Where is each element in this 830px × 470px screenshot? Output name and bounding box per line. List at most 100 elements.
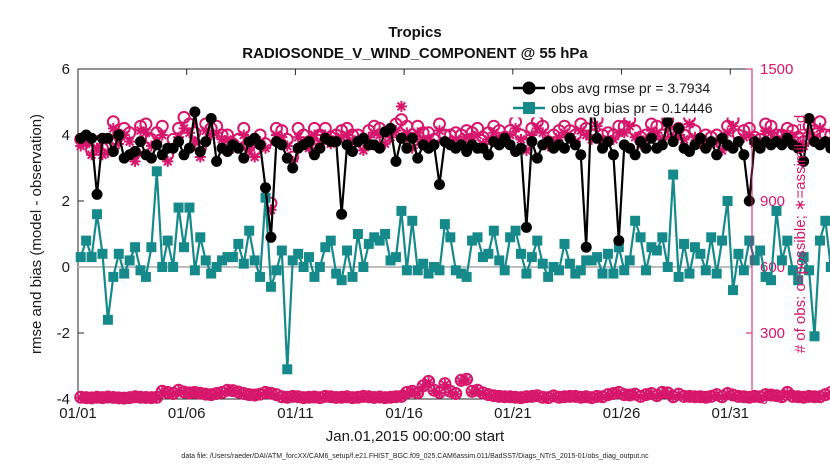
bias-point xyxy=(787,265,798,276)
rmse-point xyxy=(743,195,755,207)
bias-point xyxy=(130,242,141,253)
rmse-point xyxy=(412,152,424,164)
assimilated-count-point xyxy=(537,127,549,139)
legend-box xyxy=(506,74,746,118)
rmse-point xyxy=(91,188,103,200)
bias-point xyxy=(809,331,820,342)
assimilated-count-point xyxy=(423,377,435,388)
x-tick-label: 01/06 xyxy=(168,405,206,422)
y2-tick-label: 300 xyxy=(760,325,785,342)
bias-point xyxy=(352,229,363,239)
bias-point xyxy=(178,242,189,253)
assimilated-count-point xyxy=(450,388,462,400)
rmse-point xyxy=(803,113,815,124)
bias-point xyxy=(325,235,336,246)
bias-point xyxy=(380,229,391,239)
bias-point xyxy=(255,271,266,282)
assimilated-count-point xyxy=(683,118,695,130)
rmse-point xyxy=(183,142,195,154)
bias-point xyxy=(314,262,325,272)
bias-point xyxy=(162,235,173,246)
bias-point xyxy=(760,271,771,282)
assimilated-count-point xyxy=(814,122,826,134)
bias-point xyxy=(651,245,662,256)
bias-point xyxy=(233,238,244,249)
x-axis-label: Jan.01,2015 00:00:00 start xyxy=(326,428,505,445)
bias-point xyxy=(217,255,228,266)
rmse-point xyxy=(515,142,527,154)
bias-point xyxy=(358,262,369,272)
assimilated-count-point xyxy=(515,133,527,145)
assimilated-count-point xyxy=(124,136,136,148)
bias-point xyxy=(97,248,108,259)
rmse-point xyxy=(482,149,494,161)
x-tick-label: 01/26 xyxy=(603,405,641,422)
bias-point xyxy=(472,232,483,243)
rmse-point xyxy=(558,142,570,154)
bias-point xyxy=(282,364,293,375)
assimilated-count-point xyxy=(825,387,830,399)
y-tick-label: -2 xyxy=(57,325,70,342)
bias-point xyxy=(521,268,532,279)
bias-point xyxy=(700,265,711,276)
bias-point xyxy=(168,262,179,272)
bias-point xyxy=(684,268,695,279)
rmse-point xyxy=(265,231,277,243)
rmse-point xyxy=(792,142,804,154)
bias-point xyxy=(374,235,385,246)
x-tick-label: 01/11 xyxy=(277,405,313,422)
bias-point xyxy=(564,258,575,269)
rmse-point xyxy=(531,152,543,164)
rmse-point xyxy=(428,139,440,151)
bias-point xyxy=(608,268,619,279)
bias-point xyxy=(570,268,581,279)
bias-point xyxy=(146,242,157,253)
rmse-point xyxy=(580,241,592,253)
bias-point xyxy=(293,248,304,259)
assimilated-count-point xyxy=(156,129,168,141)
bias-point xyxy=(206,268,217,279)
assimilated-count-point xyxy=(618,127,630,139)
rmse-point xyxy=(406,132,418,144)
rmse-point xyxy=(526,136,538,148)
rmse-point xyxy=(129,146,141,157)
bias-point xyxy=(347,271,358,282)
rmse-point xyxy=(189,106,201,118)
rmse-point xyxy=(287,162,299,174)
bias-point xyxy=(249,255,260,266)
assimilated-count-point xyxy=(472,129,484,141)
x-tick-label: 01/01 xyxy=(59,405,97,422)
bias-point xyxy=(113,248,124,259)
bias-point xyxy=(390,252,401,263)
bias-point xyxy=(613,242,624,253)
bias-point xyxy=(401,265,412,276)
assimilated-count-point xyxy=(433,125,445,137)
bias-point xyxy=(559,238,570,249)
rmse-point xyxy=(194,146,206,157)
bias-point xyxy=(477,252,488,263)
bias-point xyxy=(276,245,287,256)
bias-point xyxy=(630,215,641,226)
bias-point xyxy=(744,235,755,246)
bias-point xyxy=(793,275,804,286)
rmse-point xyxy=(629,149,641,161)
bias-point xyxy=(543,271,554,282)
bias-point xyxy=(456,268,467,279)
rmse-point xyxy=(374,142,386,154)
bias-point xyxy=(646,242,657,253)
rmse-point xyxy=(732,136,744,148)
assimilated-count-point xyxy=(624,120,636,132)
rmse-point xyxy=(260,182,272,194)
assimilated-count-point xyxy=(249,151,261,163)
legend-bias-marker xyxy=(523,102,535,114)
bias-point xyxy=(450,265,461,276)
bias-point xyxy=(657,232,668,243)
bias-point xyxy=(575,265,586,276)
bias-point xyxy=(798,252,809,263)
rmse-point xyxy=(200,136,212,148)
rmse-point xyxy=(205,113,217,124)
rmse-point xyxy=(336,208,348,220)
bias-point xyxy=(668,169,679,180)
bias-point xyxy=(222,252,233,263)
bias-point xyxy=(586,255,597,266)
